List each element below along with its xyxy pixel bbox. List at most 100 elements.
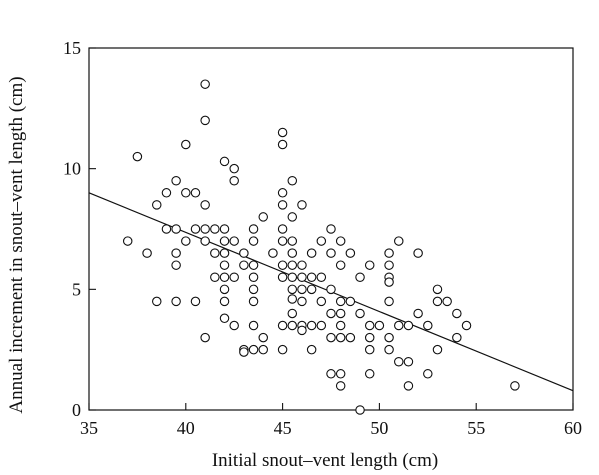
data-point [277, 236, 288, 246]
data-point [316, 272, 327, 283]
data-point [316, 320, 327, 331]
data-point [161, 188, 172, 198]
data-point [510, 381, 520, 391]
data-point [345, 248, 356, 258]
data-point [326, 369, 336, 379]
data-point [306, 272, 317, 283]
data-point [132, 151, 143, 162]
data-point [364, 320, 375, 331]
data-point [306, 344, 317, 355]
data-point [355, 405, 365, 415]
data-point [287, 272, 298, 283]
data-point [181, 236, 191, 246]
data-point [277, 344, 288, 355]
y-tick-label: 5 [72, 279, 81, 299]
data-point [200, 236, 210, 246]
data-point [258, 344, 268, 355]
data-point [248, 236, 259, 246]
data-point [152, 200, 162, 210]
data-point [277, 200, 288, 210]
data-point [326, 308, 336, 319]
data-point [287, 236, 298, 246]
data-point [229, 320, 239, 331]
data-point [181, 188, 191, 198]
data-point [403, 320, 414, 331]
data-point [403, 381, 414, 391]
data-point [200, 224, 210, 234]
data-point [384, 260, 394, 270]
data-point [345, 332, 356, 343]
data-point [152, 296, 162, 307]
data-point [200, 115, 210, 126]
data-point [297, 284, 307, 295]
y-tick-label: 15 [63, 38, 81, 58]
data-point [268, 248, 278, 258]
data-point [384, 248, 394, 258]
data-point [364, 332, 375, 343]
data-point [277, 188, 288, 198]
data-point [248, 320, 259, 331]
data-point [335, 332, 346, 343]
data-point [364, 260, 375, 270]
data-point [335, 296, 346, 307]
data-point [287, 175, 298, 186]
data-point [248, 260, 259, 270]
data-point [171, 175, 181, 186]
data-point [384, 332, 394, 343]
data-point [364, 344, 375, 355]
data-point [364, 369, 375, 379]
data-point [432, 344, 443, 355]
y-axis-title: Annual increment in snout–vent length (c… [6, 76, 27, 413]
data-point [200, 200, 210, 210]
data-points [122, 79, 520, 415]
data-point [239, 248, 249, 258]
data-point [326, 224, 336, 234]
data-point [297, 272, 307, 283]
data-point [277, 127, 288, 138]
data-point [403, 356, 414, 367]
data-point [219, 260, 230, 270]
data-point [248, 284, 259, 295]
data-point [277, 260, 288, 270]
data-point [335, 320, 346, 331]
data-point [200, 332, 210, 343]
data-point [394, 320, 404, 331]
data-point [335, 308, 346, 319]
data-point [210, 224, 220, 234]
data-point [287, 284, 298, 295]
data-point [297, 200, 307, 210]
data-point [423, 320, 433, 331]
data-point [394, 356, 404, 367]
data-point [239, 260, 249, 270]
data-point [432, 296, 443, 307]
data-point [384, 344, 394, 355]
data-point [394, 236, 404, 246]
data-point [229, 272, 239, 283]
x-tick-label: 55 [467, 418, 485, 438]
data-point [171, 296, 181, 307]
data-point [229, 236, 239, 246]
data-point [248, 272, 259, 283]
data-point [229, 163, 239, 174]
axis-ticks: 35 40 45 50 55 60 0 5 10 15 [63, 38, 582, 438]
data-point [171, 260, 181, 270]
data-point [219, 248, 230, 258]
data-point [384, 296, 394, 307]
data-point [219, 284, 230, 295]
data-point [219, 313, 230, 324]
data-point [219, 272, 230, 283]
data-point [277, 272, 288, 283]
data-point [277, 139, 288, 150]
data-point [326, 284, 336, 295]
data-point [316, 236, 327, 246]
data-point [258, 332, 268, 343]
data-point [442, 296, 452, 307]
data-point [210, 272, 220, 283]
x-tick-label: 50 [370, 418, 388, 438]
data-point [297, 325, 307, 336]
data-point [335, 381, 346, 391]
data-point [248, 224, 259, 234]
data-point [335, 236, 346, 246]
data-point [287, 248, 298, 258]
y-tick-label: 10 [63, 159, 81, 179]
